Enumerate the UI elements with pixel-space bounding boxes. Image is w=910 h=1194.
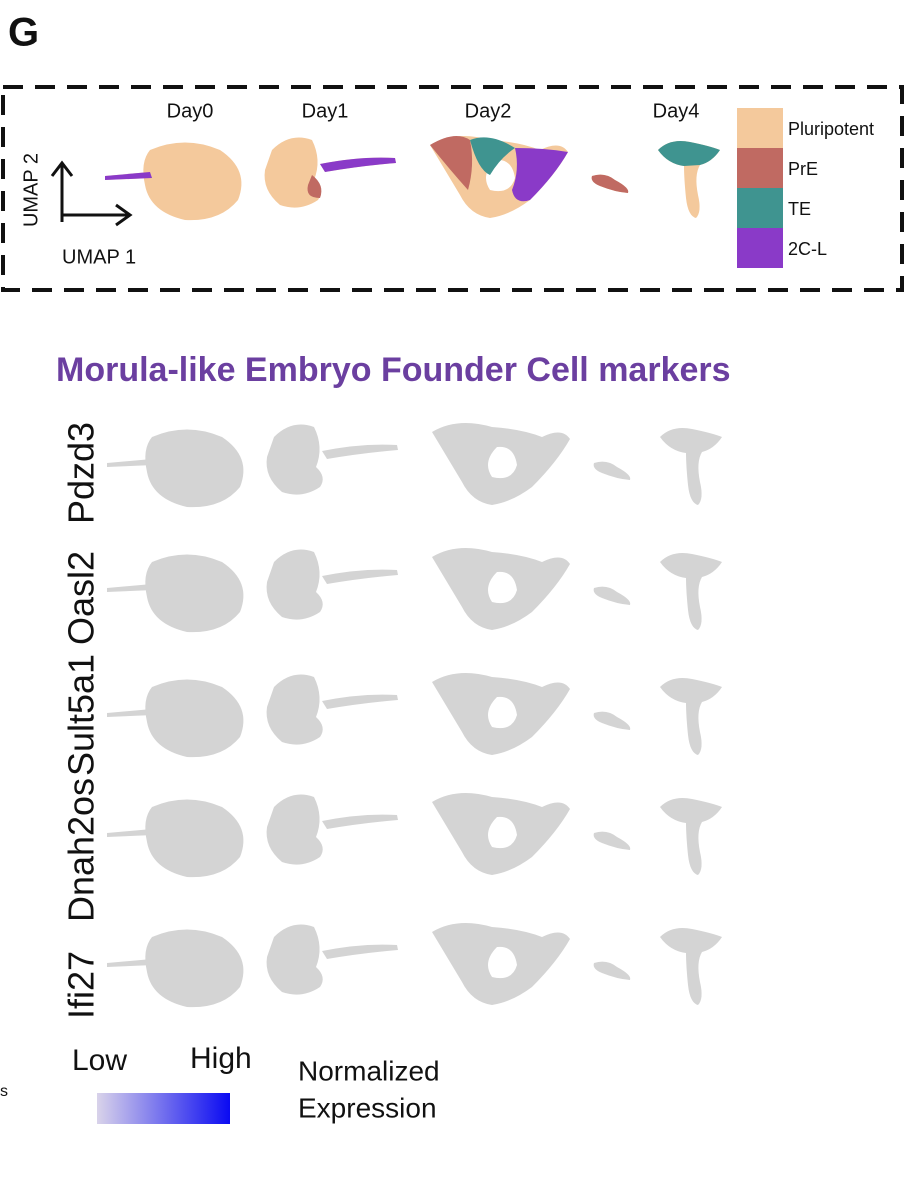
cluster-2cl — [512, 148, 568, 202]
day-label: Day2 — [465, 100, 512, 122]
axis-arrow — [50, 160, 74, 222]
axis-arrow — [62, 203, 133, 227]
legend-swatch — [737, 228, 783, 268]
panel-label: G — [8, 11, 39, 55]
colorbar-low: Low — [72, 1044, 127, 1077]
gene-label: Sult5a1 — [61, 654, 102, 776]
legend-swatch — [737, 108, 783, 148]
cluster-pre — [307, 175, 322, 198]
colorbar-label: Expression — [298, 1092, 437, 1123]
cluster-te — [470, 137, 515, 175]
cluster-pre — [430, 136, 473, 190]
gene-umap — [107, 423, 722, 508]
legend-label: 2C-L — [788, 239, 827, 259]
colorbar-high: High — [190, 1042, 252, 1075]
gene-label: Dnah2os — [61, 778, 102, 922]
cluster-pre — [591, 174, 629, 193]
umap-axes — [50, 160, 133, 227]
cluster-2cl — [105, 172, 152, 180]
legend-swatch — [737, 188, 783, 228]
axis-label: UMAP 1 — [62, 246, 136, 268]
gene-umap — [107, 548, 722, 633]
cluster-te — [658, 141, 720, 166]
legend-swatch — [737, 148, 783, 188]
legend-label: Pluripotent — [788, 119, 874, 139]
gene-label: Ifi27 — [61, 951, 102, 1019]
umap-overview — [105, 136, 720, 221]
cluster-2cl — [320, 157, 396, 172]
day-label: Day1 — [302, 100, 349, 122]
umap-clusters — [105, 136, 720, 221]
edge-text: s — [0, 1083, 8, 1100]
legend-label: TE — [788, 199, 811, 219]
gene-label: Oasl2 — [61, 551, 102, 645]
gene-umap — [107, 673, 722, 758]
axis-label: UMAP 2 — [20, 153, 42, 227]
gene-umap — [107, 923, 722, 1008]
gene-label: Pdzd3 — [61, 422, 102, 524]
colorbar-label: Normalized — [298, 1055, 440, 1086]
day-label: Day4 — [653, 100, 700, 122]
dashed-frame — [1, 85, 904, 292]
legend-label: PrE — [788, 159, 818, 179]
colorbar — [97, 1093, 230, 1124]
day-label: Day0 — [167, 100, 214, 122]
gene-umap — [107, 793, 722, 878]
section-title: Morula-like Embryo Founder Cell markers — [56, 351, 731, 389]
